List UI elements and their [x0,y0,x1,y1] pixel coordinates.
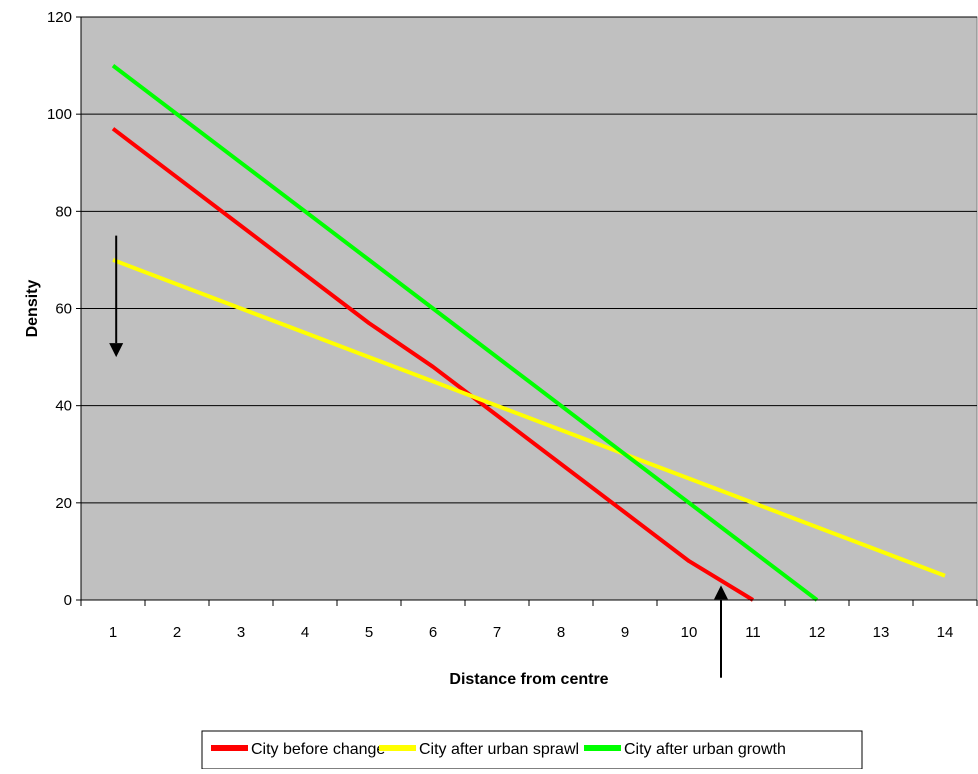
x-tick-label: 1 [109,624,117,641]
arrow-up-head [714,585,728,600]
gridlines [81,16,977,504]
x-tick-label: 11 [745,624,761,641]
x-tick-label: 10 [681,624,698,641]
x-tick-label: 3 [237,624,245,641]
series-line-1 [111,127,755,602]
annotations [109,235,728,678]
x-tick-label: 4 [301,624,309,641]
y-tick-label: 80 [55,203,72,220]
legend-swatch-1 [211,745,248,751]
x-tick-label: 13 [873,624,890,641]
legend: City before change City after urban spraw… [201,730,863,770]
y-tick-label: 0 [64,592,72,609]
x-axis-title: Distance from centre [449,671,608,688]
legend-label-2: City after urban sprawl [419,741,579,758]
series-line-2 [112,258,946,578]
x-tick-label: 8 [557,624,565,641]
y-axis-title: Density [24,280,41,338]
x-tick-label: 12 [809,624,826,641]
legend-box [201,730,863,770]
legend-swatch-3 [584,745,621,751]
legend-label-1: City before change [251,741,385,758]
x-tick-label: 6 [429,624,437,641]
y-tick-label: 40 [55,398,72,415]
legend-label-3: City after urban growth [624,741,786,758]
series-line-3 [111,64,819,602]
y-tick-label: 120 [47,9,72,26]
arrow-down-head [109,343,124,358]
x-tick-label: 9 [621,624,629,641]
y-tick-label: 100 [47,106,72,123]
x-tick-label: 14 [937,624,954,641]
x-tick-label: 5 [365,624,373,641]
y-tick-label: 20 [55,495,72,512]
x-tick-label: 2 [173,624,181,641]
x-tick-label: 7 [493,624,501,641]
y-tick-label: 60 [55,301,72,318]
legend-swatch-2 [379,745,416,751]
series-lines [111,64,946,602]
